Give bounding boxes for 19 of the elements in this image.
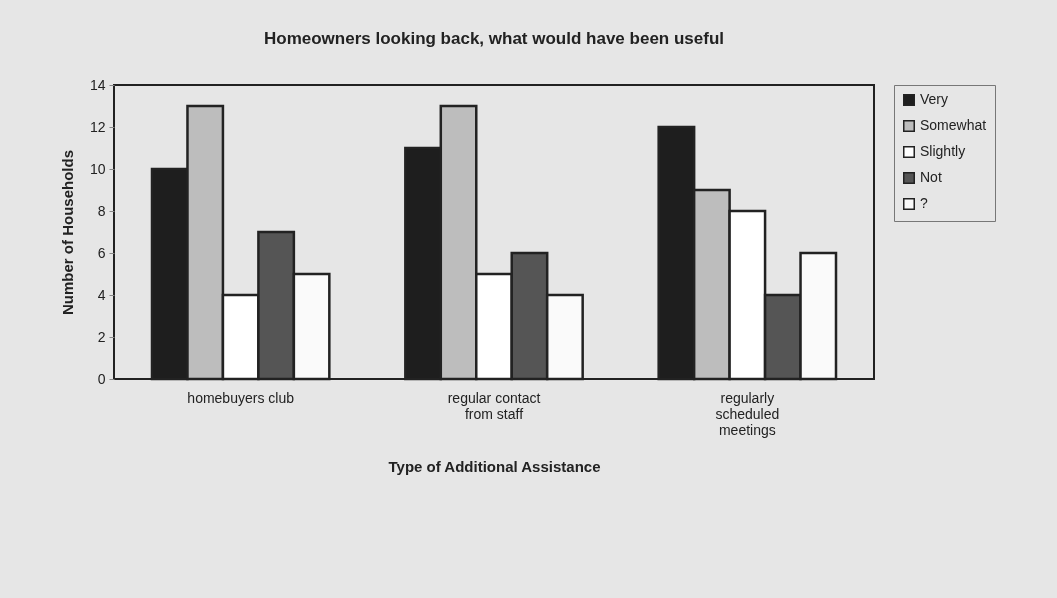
y-tick-label: 2 [97,328,106,345]
legend-label: Not [920,169,942,185]
x-tick-label: regular contact from staff [447,389,541,422]
y-tick-label: 8 [97,202,106,219]
y-axis-title: Number of Households [58,149,76,316]
legend-label: Somewhat [920,117,987,133]
x-axis-title: Type of Additional Assistance [388,457,601,475]
y-tick-label: 14 [89,76,106,93]
legend-label: Very [920,91,949,107]
y-tick-label: 6 [97,244,106,261]
legend-label: Slightly [920,143,966,159]
y-tick-label: 4 [97,286,106,303]
y-tick-label: 0 [97,370,106,387]
x-tick-label: homebuyers club [187,389,295,406]
y-tick-label: 10 [89,160,106,177]
y-tick-label: 12 [89,118,106,135]
chart-title: Homeowners looking back, what would have been useful [263,29,725,48]
x-tick-label: regularly scheduled meetings [715,389,780,438]
legend-label: ? [920,195,928,211]
